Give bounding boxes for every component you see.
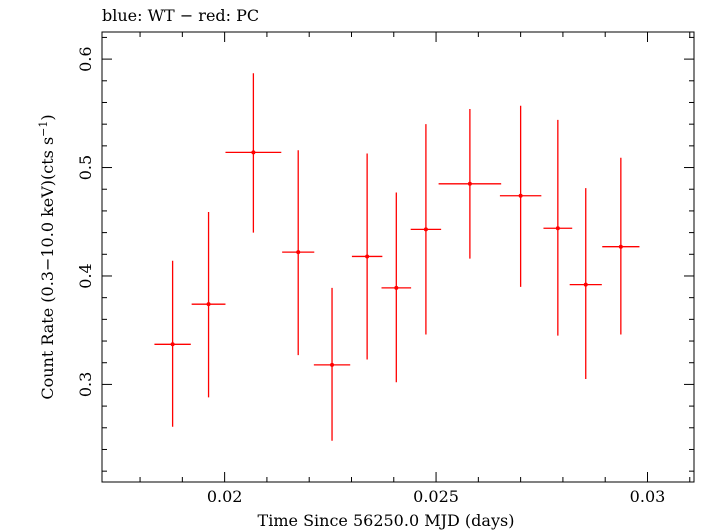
y-axis-label: Count Rate (0.3−10.0 keV)(cts s−1): [37, 114, 57, 399]
data-point: [225, 73, 282, 233]
y-tick-label: 0.5: [76, 155, 95, 180]
data-marker: [365, 254, 370, 259]
data-marker: [206, 302, 211, 307]
data-point: [154, 260, 191, 427]
data-point: [569, 188, 602, 379]
data-marker: [583, 282, 588, 287]
data-marker: [555, 226, 560, 231]
data-point: [543, 119, 573, 336]
data-marker: [467, 181, 472, 186]
data-point: [191, 212, 226, 398]
data-point: [438, 108, 502, 259]
data-marker: [296, 250, 301, 255]
y-tick-label: 0.6: [76, 46, 95, 71]
y-axis-label-main: Count Rate (0.3−10.0 keV)(cts s: [38, 137, 57, 400]
data-marker: [330, 362, 335, 367]
data-point: [602, 157, 640, 335]
x-tick-labels: 0.02 0.025 0.03: [207, 487, 665, 506]
x-tick-label: 0.02: [207, 487, 243, 506]
x-tick-label: 0.025: [413, 487, 459, 506]
data-marker: [251, 150, 256, 155]
chart-title: blue: WT − red: PC: [102, 6, 259, 25]
data-point: [381, 192, 412, 383]
axis-ticks: [102, 32, 694, 482]
data-point: [410, 124, 442, 335]
data-point: [313, 287, 351, 441]
y-tick-label: 0.3: [76, 372, 95, 397]
data-point: [282, 150, 315, 356]
data-point: [499, 105, 542, 287]
x-axis-label: Time Since 56250.0 MJD (days): [258, 511, 515, 530]
data-marker: [170, 342, 175, 347]
data-marker: [618, 244, 623, 249]
data-marker: [394, 285, 399, 290]
plot-frame: [101, 31, 695, 483]
y-axis-label-sup: −1: [37, 121, 50, 137]
x-tick-label: 0.03: [630, 487, 666, 506]
data-marker: [518, 193, 523, 198]
y-tick-labels: 0.3 0.4 0.5 0.6: [76, 46, 95, 397]
pc-series: [154, 73, 640, 441]
y-axis-label-close: ): [38, 114, 57, 120]
data-point: [351, 153, 383, 360]
y-tick-label: 0.4: [76, 263, 95, 288]
data-marker: [423, 227, 428, 232]
